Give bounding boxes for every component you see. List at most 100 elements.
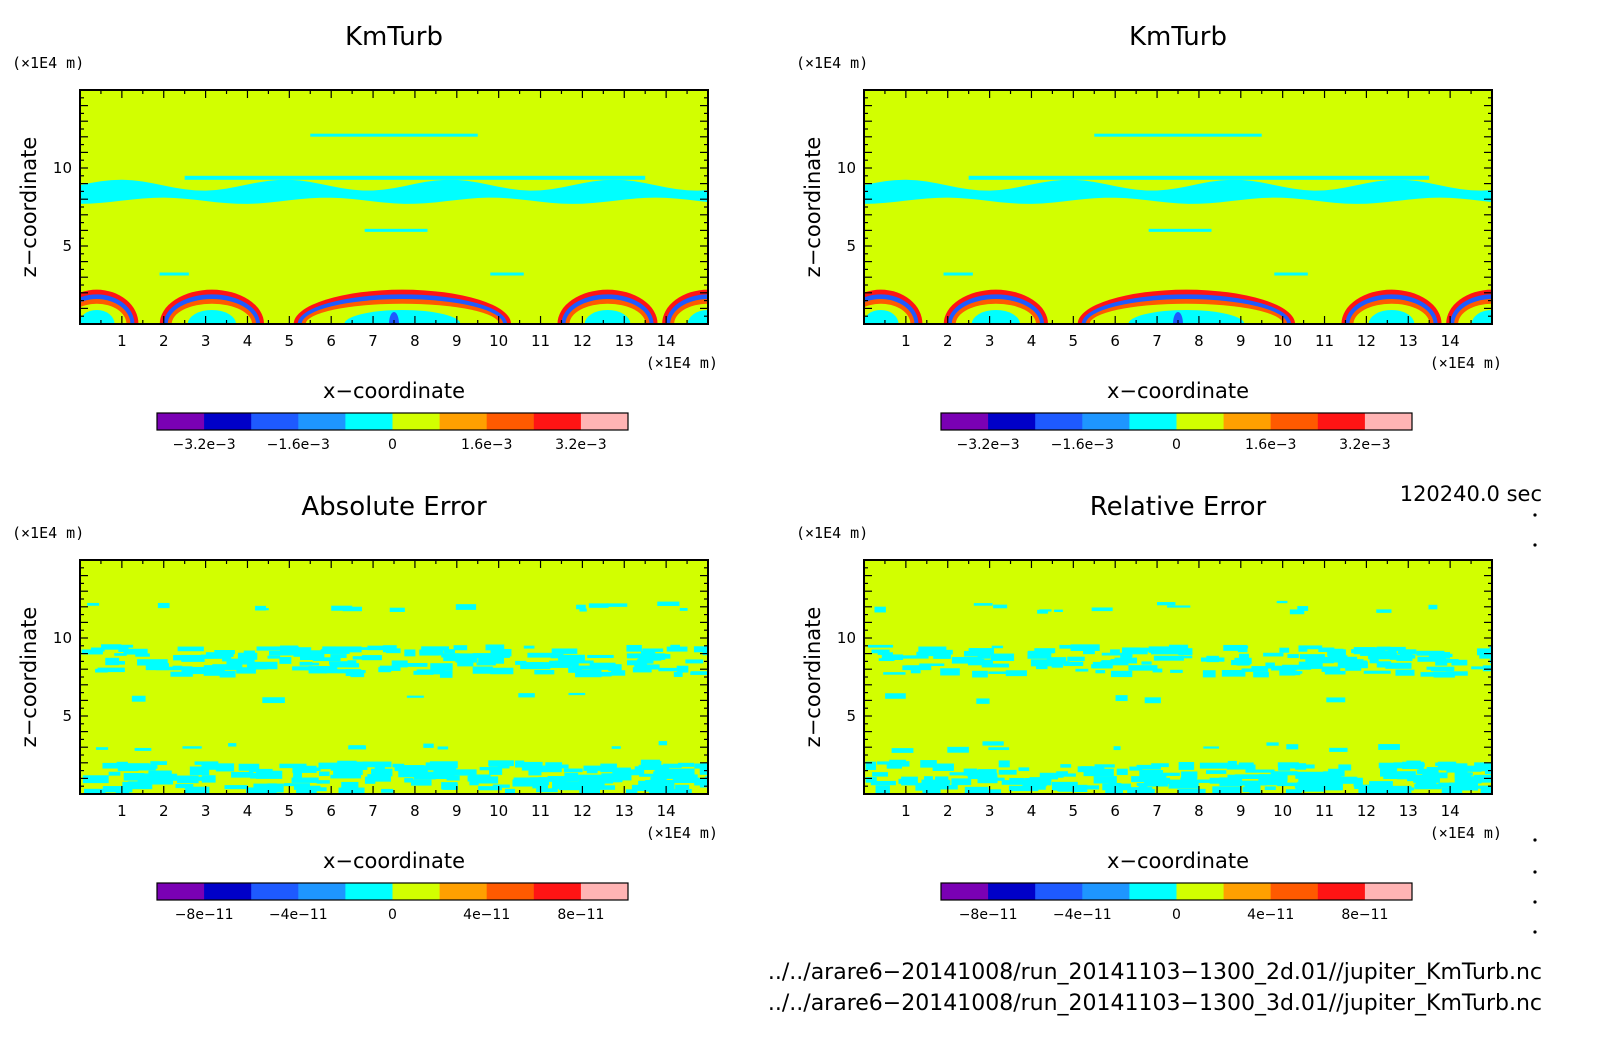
- x-tick-label: 6: [326, 332, 336, 350]
- error-speckle: [1194, 779, 1224, 783]
- error-speckle: [81, 649, 103, 655]
- error-speckle: [1139, 788, 1155, 793]
- error-speckle: [612, 767, 631, 776]
- arc-contour: [1368, 309, 1415, 324]
- error-speckle: [1381, 785, 1412, 794]
- x-tick-label: 11: [1315, 332, 1334, 350]
- error-speckle: [1354, 785, 1385, 789]
- error-speckle: [1034, 648, 1056, 653]
- error-speckle: [404, 778, 414, 783]
- error-speckle: [413, 771, 436, 780]
- error-speckle: [1376, 609, 1392, 613]
- error-speckle: [364, 776, 376, 784]
- error-speckle: [406, 695, 424, 698]
- x-tick-label: 7: [1152, 332, 1162, 350]
- error-speckle: [1279, 670, 1296, 676]
- x-tick-label: 10: [1273, 332, 1292, 350]
- colorbar-label: −1.6e−3: [1051, 437, 1114, 453]
- error-speckle: [693, 646, 708, 653]
- error-speckle: [576, 604, 586, 610]
- error-speckle: [177, 646, 204, 652]
- low-value-spot: [389, 312, 399, 324]
- chart-title: KmTurb: [345, 22, 443, 52]
- error-speckle: [1206, 770, 1227, 774]
- error-speckle: [1396, 658, 1413, 662]
- error-speckle: [127, 781, 149, 786]
- error-speckle: [694, 763, 708, 769]
- error-speckle: [558, 781, 588, 791]
- error-speckle: [1083, 768, 1114, 777]
- error-speckle: [881, 654, 904, 660]
- error-speckle: [528, 768, 542, 776]
- error-speckle: [243, 650, 255, 655]
- error-speckle: [318, 771, 330, 777]
- colorbar-swatch: [1129, 883, 1177, 900]
- colorbar-swatch: [941, 413, 989, 430]
- error-speckle: [300, 655, 322, 660]
- error-speckle: [631, 784, 646, 792]
- error-speckle: [476, 662, 496, 666]
- low-cyan-band: [159, 272, 189, 276]
- error-speckle: [337, 760, 357, 769]
- error-speckle: [1420, 672, 1448, 677]
- colorbar-swatch: [1082, 413, 1130, 430]
- error-speckle: [949, 772, 976, 776]
- y-tick-label: 5: [846, 237, 856, 255]
- error-speckle: [910, 670, 921, 674]
- colorbar-swatch: [345, 883, 393, 900]
- x-unit-label: (×1E4 m): [646, 354, 718, 372]
- mid-cyan-band: [364, 228, 428, 232]
- error-speckle: [96, 747, 109, 750]
- error-speckle: [685, 659, 704, 664]
- colorbar-swatch: [392, 883, 441, 900]
- error-speckle: [102, 762, 124, 769]
- colorbar-frame: [940, 412, 1413, 431]
- margin-dot: [1533, 543, 1537, 547]
- x-tick-label: 13: [615, 802, 634, 820]
- error-speckle: [170, 671, 193, 677]
- x-tick-label: 7: [368, 332, 378, 350]
- error-speckle: [293, 769, 303, 779]
- error-speckle: [611, 746, 621, 749]
- colorbar-swatch: [533, 883, 582, 900]
- error-speckle: [563, 768, 583, 773]
- error-speckle: [1297, 606, 1309, 611]
- error-speckle: [1200, 657, 1225, 662]
- x-tick-label: 4: [1027, 802, 1037, 820]
- error-speckle: [951, 778, 972, 786]
- error-speckle: [527, 652, 556, 658]
- error-speckle: [973, 603, 993, 606]
- error-speckle: [557, 654, 585, 661]
- error-speckle: [1318, 647, 1335, 653]
- error-speckle: [457, 661, 474, 667]
- error-speckle: [1152, 668, 1163, 673]
- error-speckle: [1321, 666, 1341, 672]
- colorbar-frame: [156, 412, 629, 431]
- error-speckle: [640, 651, 656, 655]
- error-speckle: [341, 781, 359, 790]
- x-tick-label: 10: [489, 802, 508, 820]
- error-speckle: [1245, 769, 1275, 773]
- chart-title: Relative Error: [1090, 492, 1267, 522]
- x-tick-label: 11: [531, 802, 550, 820]
- y-tick-label: 10: [837, 159, 856, 177]
- margin-dot: [1533, 513, 1537, 517]
- x-tick-label: 9: [452, 332, 462, 350]
- error-speckle: [626, 660, 648, 666]
- error-speckle: [918, 646, 947, 653]
- error-speckle: [964, 786, 989, 794]
- colorbar-label: 0: [388, 907, 397, 923]
- error-speckle: [916, 651, 947, 657]
- error-speckle: [1178, 648, 1193, 656]
- error-speckle: [1075, 668, 1089, 672]
- error-speckle: [308, 666, 327, 674]
- error-speckle: [280, 645, 290, 650]
- error-speckle: [611, 670, 626, 676]
- error-speckle: [872, 772, 888, 777]
- error-speckle: [84, 788, 106, 794]
- error-speckle: [1060, 764, 1072, 768]
- error-speckle: [1199, 762, 1231, 769]
- colorbar-label: 3.2e−3: [1339, 437, 1391, 453]
- x-tick-label: 2: [159, 802, 169, 820]
